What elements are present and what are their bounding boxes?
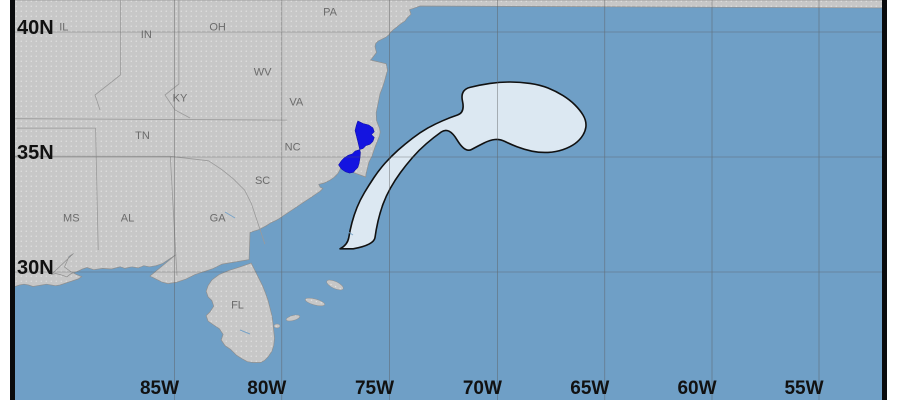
svg-text:SC: SC bbox=[255, 175, 270, 187]
svg-text:FL: FL bbox=[231, 300, 244, 312]
svg-text:TN: TN bbox=[135, 130, 150, 142]
svg-text:MS: MS bbox=[63, 213, 80, 225]
svg-text:IN: IN bbox=[141, 29, 152, 41]
svg-text:PA: PA bbox=[323, 6, 338, 18]
svg-text:VA: VA bbox=[289, 96, 304, 108]
svg-text:OH: OH bbox=[209, 21, 226, 33]
svg-text:NC: NC bbox=[285, 141, 301, 153]
svg-text:AL: AL bbox=[121, 213, 134, 225]
svg-text:KY: KY bbox=[173, 93, 188, 105]
svg-text:GA: GA bbox=[210, 213, 227, 225]
svg-text:IL: IL bbox=[59, 21, 68, 33]
svg-text:WV: WV bbox=[254, 66, 272, 78]
